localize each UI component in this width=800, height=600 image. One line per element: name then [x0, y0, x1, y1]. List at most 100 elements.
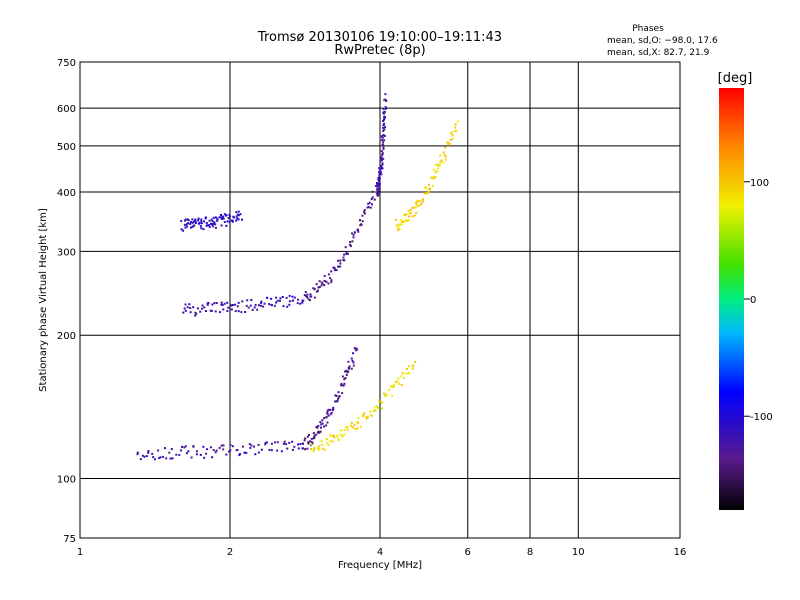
data-point — [394, 218, 397, 221]
data-point — [380, 157, 383, 160]
data-point — [313, 448, 316, 451]
data-point — [302, 299, 305, 302]
data-point — [315, 433, 318, 436]
data-point — [250, 444, 253, 447]
data-point — [306, 293, 309, 296]
data-point — [411, 206, 414, 209]
data-point — [384, 394, 387, 397]
data-point — [404, 372, 407, 375]
data-point — [309, 448, 312, 450]
data-point — [382, 130, 385, 132]
data-point — [414, 206, 417, 209]
data-point — [180, 220, 183, 223]
data-point — [407, 210, 410, 213]
data-point — [321, 422, 324, 425]
data-point — [412, 365, 415, 368]
y-tick-label: 300 — [57, 247, 76, 258]
data-point — [381, 153, 384, 156]
data-point — [313, 434, 316, 437]
data-point — [191, 221, 194, 224]
data-point — [407, 372, 409, 375]
x-axis-ticks: 1 2 4 6 8 10 16 — [77, 547, 687, 558]
data-point — [418, 200, 421, 203]
data-point — [189, 307, 192, 309]
colorbar — [719, 88, 744, 510]
data-point — [341, 384, 344, 387]
data-point — [195, 312, 198, 315]
data-point — [323, 279, 326, 282]
data-point — [397, 223, 400, 226]
data-point — [206, 303, 209, 306]
data-point — [334, 394, 337, 397]
data-point — [312, 432, 315, 435]
data-point — [377, 188, 380, 191]
data-point — [330, 411, 333, 414]
data-point — [442, 151, 445, 154]
data-point — [343, 253, 346, 256]
data-point — [222, 308, 225, 311]
data-point — [260, 448, 263, 451]
data-point — [222, 217, 225, 220]
data-point — [327, 414, 330, 417]
data-point — [257, 451, 260, 454]
data-point — [341, 375, 344, 378]
data-point — [377, 178, 380, 181]
data-point — [400, 384, 403, 387]
data-point — [235, 211, 238, 214]
data-point — [221, 304, 224, 306]
data-point — [243, 451, 246, 454]
data-point — [214, 223, 217, 226]
data-point — [409, 208, 412, 211]
data-point — [227, 217, 230, 220]
data-point — [349, 245, 352, 248]
data-point — [415, 211, 418, 214]
data-point — [297, 298, 300, 301]
data-point — [396, 380, 399, 383]
data-point — [408, 212, 411, 215]
data-point — [414, 361, 417, 364]
data-point — [264, 443, 267, 446]
data-point — [340, 382, 343, 385]
x-tick-label: 2 — [227, 547, 233, 558]
data-point — [297, 447, 300, 450]
data-point — [383, 139, 386, 142]
data-point — [349, 241, 352, 244]
data-point — [332, 407, 335, 410]
data-point — [335, 395, 338, 397]
data-point — [291, 295, 294, 298]
data-point — [416, 199, 419, 202]
data-point — [329, 440, 332, 443]
data-point — [249, 446, 252, 449]
data-point — [344, 370, 346, 373]
data-point — [397, 226, 400, 229]
x-tick-label: 16 — [674, 547, 687, 558]
data-point — [288, 300, 291, 303]
data-point — [189, 311, 192, 314]
data-point — [193, 224, 196, 227]
data-point — [227, 450, 230, 453]
data-point — [331, 409, 334, 412]
data-point — [451, 131, 454, 134]
data-point — [229, 215, 231, 218]
data-point — [230, 308, 233, 311]
data-point — [339, 262, 342, 265]
data-point — [285, 296, 288, 299]
data-point — [337, 391, 340, 394]
data-point — [318, 431, 321, 434]
data-point — [344, 377, 347, 379]
data-point — [210, 218, 213, 221]
data-point — [165, 457, 168, 460]
data-point — [237, 310, 240, 313]
data-point — [231, 219, 234, 222]
data-point — [330, 270, 333, 273]
data-point — [375, 185, 377, 187]
data-point — [325, 424, 328, 427]
data-point — [353, 231, 356, 234]
phase-stats-x: mean, sd,X: 82.7, 21.9 — [607, 48, 710, 58]
data-point — [228, 221, 231, 224]
data-point — [345, 369, 348, 372]
data-point — [407, 219, 410, 222]
data-point — [223, 221, 226, 223]
data-point — [378, 177, 381, 180]
